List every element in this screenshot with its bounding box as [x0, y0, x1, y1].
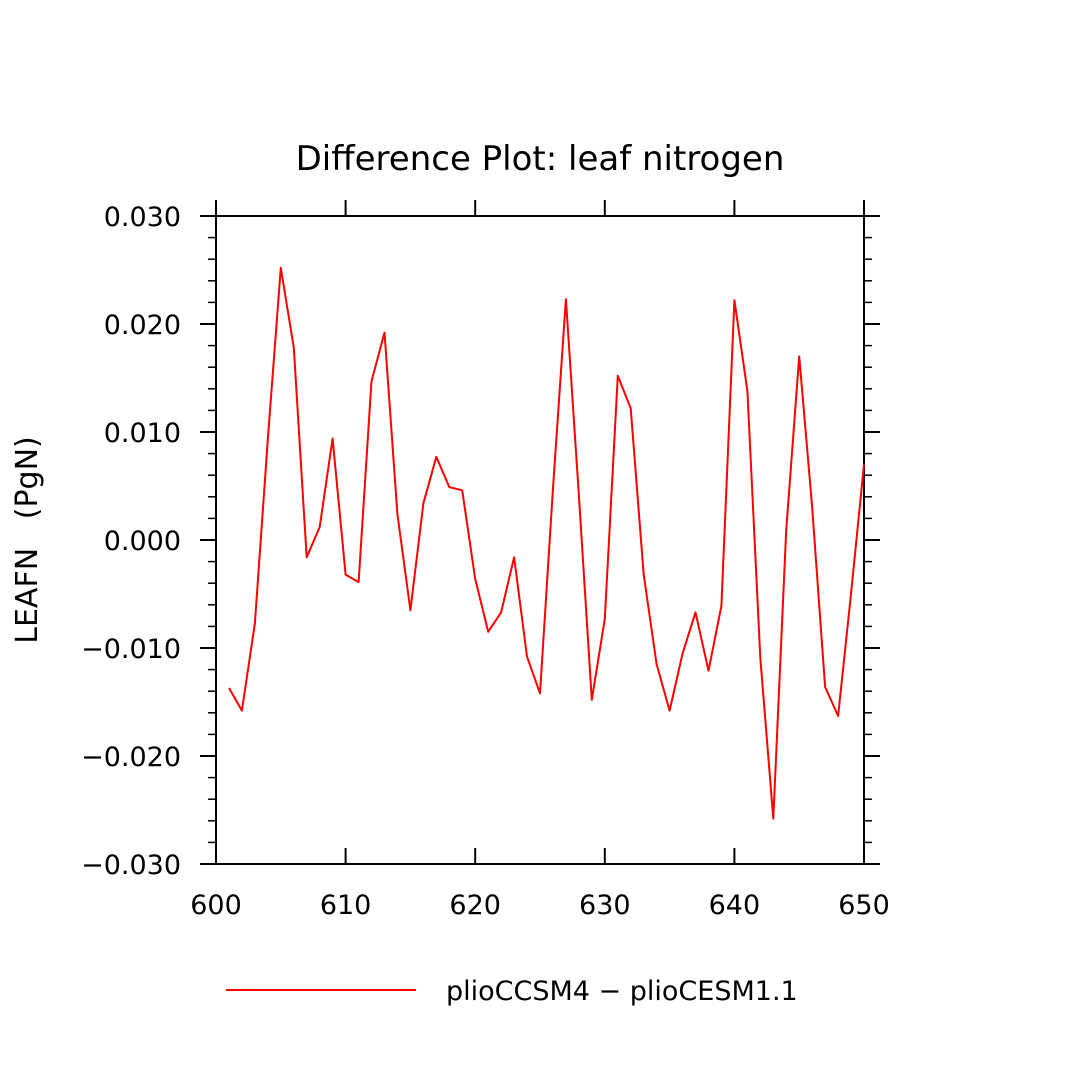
axis-ticks [200, 200, 880, 865]
x-tick-label: 640 [709, 890, 761, 921]
series-layer [228, 266, 865, 820]
x-tick-label: 620 [449, 890, 501, 921]
legend-label: plioCCSM4 − plioCESM1.1 [446, 976, 798, 1007]
y-tick-label: 0.010 [104, 418, 181, 449]
y-tick-label: −0.010 [81, 634, 181, 665]
chart-title: Difference Plot: leaf nitrogen [296, 139, 785, 179]
y-tick-label: −0.030 [81, 850, 181, 881]
x-tick-label: 610 [320, 890, 372, 921]
y-tick-label: 0.020 [104, 310, 181, 341]
y-tick-label: 0.030 [104, 202, 181, 233]
y-tick-label: −0.020 [81, 742, 181, 773]
legend: plioCCSM4 − plioCESM1.1 [226, 976, 798, 1007]
axis-tick-labels: 600 610 620 630 640 650 0.030 0.020 0.010 0.000 −0… [81, 202, 890, 921]
series-line-0 [228, 266, 865, 820]
x-tick-label: 650 [838, 890, 890, 921]
x-tick-label: 630 [579, 890, 631, 921]
y-tick-label: 0.000 [104, 526, 181, 557]
x-tick-label: 600 [190, 890, 242, 921]
y-axis-label: LEAFN (PgN) [10, 436, 45, 643]
